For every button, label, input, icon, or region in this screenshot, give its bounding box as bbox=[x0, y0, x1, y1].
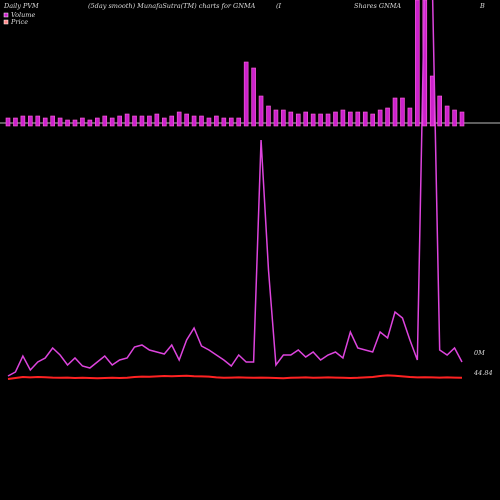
volume-bar bbox=[459, 111, 465, 127]
legend-label: Volume bbox=[11, 11, 35, 19]
volume-bar bbox=[228, 117, 234, 127]
legend-swatch bbox=[3, 19, 9, 25]
volume-bar bbox=[258, 95, 264, 127]
volume-bar bbox=[407, 107, 413, 127]
price-line bbox=[7, 374, 463, 380]
volume-bar bbox=[65, 119, 70, 127]
volume-bar bbox=[132, 115, 137, 127]
volume-bar bbox=[251, 67, 256, 127]
volume-bar bbox=[169, 115, 175, 127]
volume-bar bbox=[161, 117, 167, 127]
volume-bar bbox=[214, 115, 219, 127]
volume-line bbox=[7, 0, 463, 377]
volume-bar bbox=[117, 115, 122, 127]
title: (5day smooth) MunafaSutra(TM) charts for… bbox=[88, 2, 256, 10]
volume-bar bbox=[20, 115, 26, 127]
volume-bar bbox=[124, 113, 130, 127]
legend-swatch bbox=[3, 12, 9, 18]
volume-bar bbox=[42, 117, 48, 127]
volume-bar bbox=[191, 115, 197, 127]
volume-bar bbox=[109, 117, 115, 127]
title-left: Daily PVM bbox=[3, 2, 39, 10]
volume-bar bbox=[281, 109, 286, 127]
volume-bar bbox=[154, 113, 160, 127]
volume-bar bbox=[102, 115, 108, 127]
volume-bar bbox=[236, 117, 242, 127]
volume-bar bbox=[266, 105, 271, 127]
volume-bar bbox=[288, 111, 294, 127]
volume-bar bbox=[243, 61, 249, 127]
volume-bar bbox=[370, 113, 375, 127]
volume-bar bbox=[95, 117, 100, 127]
volume-bar bbox=[340, 109, 346, 127]
volume-bar bbox=[35, 115, 41, 127]
volume-bar bbox=[400, 97, 405, 127]
title-part: Shares GNMA bbox=[354, 2, 401, 10]
volume-bar bbox=[147, 115, 152, 127]
title-part: (I bbox=[276, 2, 282, 10]
volume-bar bbox=[184, 113, 189, 127]
volume-bar bbox=[295, 113, 301, 127]
volume-bar bbox=[80, 117, 85, 127]
volume-bar bbox=[221, 117, 227, 127]
volume-axis-label: 0M bbox=[474, 349, 485, 357]
volume-bar bbox=[13, 117, 18, 127]
volume-bar bbox=[415, 0, 420, 127]
volume-bar bbox=[385, 107, 390, 127]
volume-bar bbox=[355, 111, 361, 127]
volume-bar bbox=[303, 111, 309, 127]
volume-bar bbox=[348, 111, 353, 127]
volume-bar bbox=[325, 113, 331, 127]
volume-bar bbox=[452, 109, 457, 127]
title-part: B bbox=[479, 2, 485, 10]
volume-bar bbox=[437, 95, 442, 127]
volume-bar bbox=[206, 117, 212, 127]
legend-label: Price bbox=[10, 18, 28, 26]
volume-bar bbox=[377, 109, 383, 127]
volume-bar bbox=[333, 111, 338, 127]
volume-bar bbox=[199, 115, 204, 127]
volume-bar bbox=[87, 119, 93, 127]
volume-bar bbox=[273, 109, 279, 127]
volume-bar bbox=[362, 111, 368, 127]
volume-bar bbox=[28, 115, 33, 127]
volume-bar bbox=[50, 115, 55, 127]
volume-bar bbox=[318, 113, 323, 127]
volume-bar bbox=[72, 119, 78, 127]
volume-bar bbox=[444, 105, 450, 127]
volume-bar bbox=[176, 111, 182, 127]
volume-bar bbox=[310, 113, 316, 127]
volume-bar bbox=[392, 97, 398, 127]
price-axis-label: 44.84 bbox=[473, 369, 493, 377]
volume-bar bbox=[5, 117, 11, 127]
volume-bar bbox=[139, 115, 145, 127]
volume-bar bbox=[57, 117, 63, 127]
